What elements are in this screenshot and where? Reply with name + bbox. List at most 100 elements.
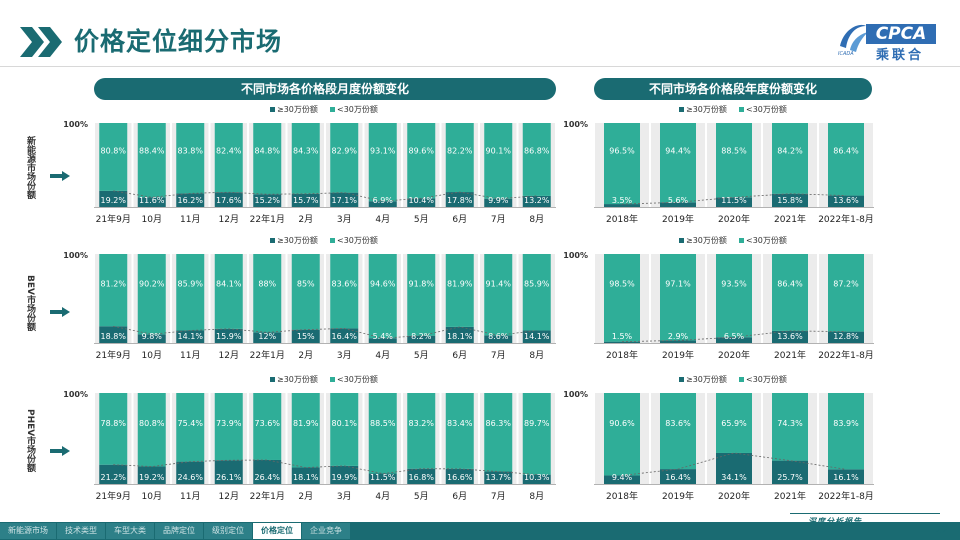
data-label-high: 10.3% bbox=[524, 473, 550, 482]
data-label-high: 18.8% bbox=[101, 332, 127, 341]
bar-low-segment bbox=[291, 393, 320, 468]
footer-nav-item[interactable]: 企业竞争 bbox=[302, 523, 350, 539]
yearly-section-title: 不同市场各价格段年度份额变化 bbox=[594, 78, 872, 100]
bar-high-segment bbox=[407, 198, 436, 207]
footer-nav: 新能源市场 技术类型 车型大类 品牌定位 级别定位 价格定位 企业竞争 bbox=[0, 523, 351, 539]
footer-nav-item[interactable]: 技术类型 bbox=[57, 523, 105, 539]
data-label-high: 18.1% bbox=[447, 332, 473, 341]
bar-high-segment bbox=[407, 335, 436, 343]
bar-low-segment bbox=[828, 254, 864, 332]
legend-label-high: ≥30万份额 bbox=[277, 374, 318, 384]
x-tick-label: 8月 bbox=[529, 491, 544, 502]
data-label-high: 19.9% bbox=[332, 473, 358, 482]
bar-high-segment bbox=[604, 204, 640, 207]
x-tick-label: 11月 bbox=[180, 350, 200, 361]
bar-high-segment bbox=[330, 465, 359, 484]
bar-low-segment bbox=[604, 254, 640, 342]
page-title: 价格定位细分市场 bbox=[74, 27, 283, 56]
data-label-low: 93.5% bbox=[721, 279, 747, 288]
bar-low-segment bbox=[99, 123, 128, 191]
trend-line-high bbox=[621, 452, 847, 476]
x-tick-label: 2019年 bbox=[662, 213, 694, 225]
bar-low-segment bbox=[445, 254, 474, 327]
x-tick-label: 5月 bbox=[414, 214, 429, 225]
bar-high-segment bbox=[176, 461, 205, 484]
bar-high-segment bbox=[99, 326, 128, 343]
logo-text: CPCA bbox=[866, 24, 936, 44]
x-tick-label: 6月 bbox=[452, 491, 467, 502]
bar-high-segment bbox=[522, 195, 551, 207]
data-label-high: 13.6% bbox=[833, 196, 859, 205]
data-label-low: 84.8% bbox=[255, 147, 281, 156]
footer-nav-item[interactable]: 车型大类 bbox=[106, 523, 154, 539]
bar-low-segment bbox=[828, 123, 864, 196]
data-label-high: 13.6% bbox=[777, 332, 803, 341]
data-label-high: 19.2% bbox=[101, 196, 127, 205]
bar-high-segment bbox=[660, 340, 696, 343]
y-axis-top-label: 100% bbox=[63, 251, 88, 260]
x-tick-label: 11月 bbox=[180, 214, 200, 225]
legend-label-high: ≥30万份额 bbox=[686, 235, 727, 245]
data-label-low: 73.9% bbox=[216, 419, 242, 428]
data-label-high: 34.1% bbox=[721, 473, 747, 482]
bar-low-segment bbox=[137, 123, 166, 198]
bar-high-segment bbox=[330, 328, 359, 343]
bar-high-segment bbox=[214, 460, 243, 484]
data-label-high: 15.2% bbox=[255, 196, 281, 205]
data-label-low: 84.2% bbox=[777, 147, 803, 156]
y-axis-top-label: 100% bbox=[563, 390, 588, 399]
bar-high-segment bbox=[522, 474, 551, 484]
bar-high-segment bbox=[137, 334, 166, 343]
data-label-high: 18.1% bbox=[293, 473, 319, 482]
footer-nav-item[interactable]: 新能源市场 bbox=[0, 523, 56, 539]
x-tick-label: 21年9月 bbox=[96, 490, 131, 502]
data-label-low: 83.9% bbox=[833, 419, 859, 428]
data-label-high: 17.1% bbox=[332, 196, 358, 205]
row-label-nev: 新能源市场份额 bbox=[25, 135, 35, 199]
bar-high-segment bbox=[291, 193, 320, 207]
legend-swatch-low bbox=[739, 107, 744, 112]
data-label-low: 85% bbox=[297, 279, 315, 288]
bar-high-segment bbox=[368, 201, 397, 207]
data-label-low: 84.3% bbox=[293, 147, 319, 156]
bar-high-segment bbox=[99, 464, 128, 484]
x-tick-label: 10月 bbox=[142, 350, 162, 361]
x-tick-label: 7月 bbox=[491, 491, 506, 502]
bar-high-segment bbox=[484, 471, 513, 484]
x-tick-label: 3月 bbox=[337, 214, 352, 225]
x-tick-label: 10月 bbox=[142, 214, 162, 225]
data-label-low: 65.9% bbox=[721, 419, 747, 428]
bar-high-segment bbox=[291, 329, 320, 343]
arrow-right-icon bbox=[50, 171, 70, 181]
bar-low-segment bbox=[522, 393, 551, 475]
legend-swatch-low bbox=[330, 107, 335, 112]
legend-swatch-high bbox=[679, 377, 684, 382]
x-tick-label: 6月 bbox=[452, 214, 467, 225]
x-tick-label: 10月 bbox=[142, 491, 162, 502]
footer-nav-item[interactable]: 价格定位 bbox=[253, 523, 301, 539]
data-label-high: 9.8% bbox=[142, 332, 163, 341]
data-label-low: 88.4% bbox=[139, 147, 165, 156]
data-label-low: 90.1% bbox=[486, 147, 512, 156]
bar-high-segment bbox=[253, 194, 282, 207]
x-tick-label: 2018年 bbox=[606, 490, 638, 502]
bar-high-segment bbox=[214, 328, 243, 343]
x-tick-label: 2021年 bbox=[774, 349, 806, 361]
data-label-high: 19.2% bbox=[139, 473, 165, 482]
legend-swatch-high bbox=[270, 377, 275, 382]
x-tick-label: 3月 bbox=[337, 491, 352, 502]
data-label-high: 14.1% bbox=[524, 332, 550, 341]
arrow-right-icon bbox=[50, 446, 70, 456]
data-label-low: 91.8% bbox=[409, 279, 435, 288]
legend-swatch-low bbox=[739, 238, 744, 243]
data-label-low: 90.2% bbox=[139, 279, 165, 288]
bar-high-segment bbox=[137, 197, 166, 207]
bar-low-segment bbox=[484, 123, 513, 199]
data-label-high: 15.9% bbox=[216, 332, 242, 341]
footer-nav-item[interactable]: 级别定位 bbox=[204, 523, 252, 539]
data-label-low: 80.8% bbox=[101, 147, 127, 156]
bar-high-segment bbox=[291, 467, 320, 484]
data-label-low: 83.6% bbox=[332, 279, 358, 288]
footer-nav-item[interactable]: 品牌定位 bbox=[155, 523, 203, 539]
row-label-bev: BEV市场份额 bbox=[25, 275, 35, 331]
